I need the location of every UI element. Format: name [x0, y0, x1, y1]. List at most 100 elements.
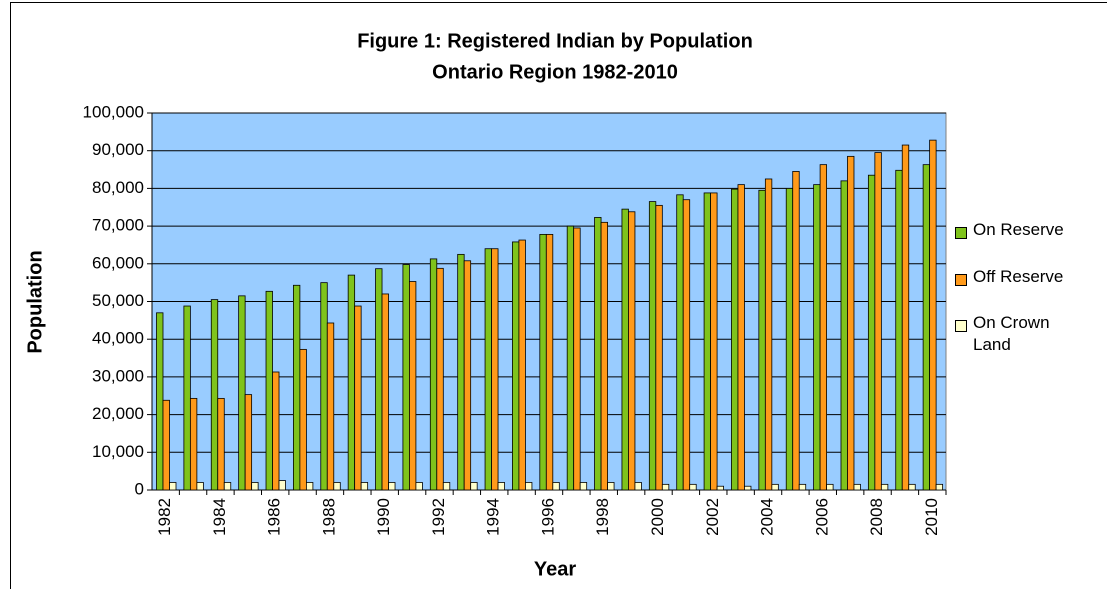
bar	[908, 483, 916, 491]
bar	[484, 248, 492, 491]
x-tick-label: 1996	[538, 498, 557, 536]
bar	[901, 144, 910, 491]
y-tick-label: 40,000	[92, 329, 144, 348]
x-tick-label: 1982	[155, 498, 174, 536]
bar	[682, 199, 691, 491]
bar	[305, 482, 314, 491]
bar	[470, 482, 478, 491]
bar	[758, 189, 766, 491]
bar	[710, 192, 718, 491]
bar	[512, 241, 520, 491]
bar	[156, 312, 164, 491]
y-tick-label: 100,000	[83, 102, 144, 121]
bar	[278, 480, 286, 491]
bar	[716, 485, 724, 491]
bar	[375, 268, 383, 491]
bar	[388, 482, 396, 491]
bar	[539, 233, 547, 491]
bar	[813, 184, 821, 491]
bar	[634, 482, 642, 491]
bar	[628, 211, 636, 491]
bar	[731, 188, 739, 491]
bar	[320, 282, 328, 491]
bar	[360, 482, 369, 491]
y-tick-label: 10,000	[92, 442, 144, 461]
bar	[183, 305, 191, 491]
x-tick-label: 2002	[703, 498, 722, 536]
bar	[292, 284, 301, 491]
bar	[661, 483, 670, 491]
bar	[874, 152, 882, 491]
bar	[895, 169, 903, 491]
bar	[333, 482, 341, 491]
bar	[607, 482, 615, 491]
chart-title: Figure 1: Registered Indian by Populatio…	[357, 30, 753, 52]
y-axis-label: Population	[24, 250, 46, 353]
bar	[169, 482, 177, 491]
bar	[409, 281, 417, 491]
bar	[442, 482, 451, 491]
bar	[594, 217, 602, 491]
bar	[853, 483, 861, 491]
bar	[265, 290, 273, 491]
bar	[929, 139, 937, 491]
bar	[867, 174, 876, 491]
bar	[579, 482, 588, 491]
bar	[238, 295, 246, 491]
y-tick-label: 30,000	[92, 366, 144, 385]
legend-label: Off Reserve	[973, 267, 1064, 286]
bar	[600, 221, 608, 491]
x-tick-label: 1990	[374, 498, 393, 536]
bar	[703, 192, 711, 491]
bar	[457, 253, 465, 491]
bar	[764, 178, 773, 491]
legend-item: On Crown Land	[955, 313, 1073, 356]
bar	[847, 155, 855, 491]
bar	[402, 264, 410, 491]
bar	[196, 482, 204, 491]
bar	[840, 180, 848, 491]
y-tick-label: 60,000	[92, 253, 144, 272]
legend-item: Off Reserve	[955, 267, 1073, 288]
y-tick-label: 90,000	[92, 140, 144, 159]
bar	[415, 482, 423, 491]
bar	[552, 482, 560, 491]
bar	[880, 483, 889, 491]
bar	[525, 482, 533, 491]
legend-label: On Crown Land	[973, 313, 1050, 354]
bar	[545, 233, 554, 491]
x-tick-label: 1988	[319, 498, 338, 536]
bar	[771, 483, 779, 491]
bar	[354, 305, 362, 491]
x-tick-label: 2004	[758, 498, 777, 536]
x-tick-label: 1986	[265, 498, 284, 536]
y-tick-label: 80,000	[92, 178, 144, 197]
bar	[223, 482, 232, 491]
bar	[621, 208, 629, 491]
bar	[655, 204, 663, 491]
bar	[251, 482, 259, 491]
bar	[347, 274, 356, 491]
legend-swatch	[955, 227, 967, 239]
y-tick-label: 50,000	[92, 291, 144, 310]
bar	[299, 348, 307, 491]
bar	[792, 171, 800, 491]
bar	[573, 227, 581, 491]
bar	[463, 260, 472, 491]
x-tick-label: 2010	[922, 498, 941, 536]
x-tick-label: 2000	[648, 498, 667, 536]
bar	[935, 483, 944, 491]
bar	[497, 482, 505, 491]
bar	[744, 485, 752, 491]
bar	[326, 322, 335, 491]
bar	[210, 299, 219, 491]
bar	[689, 483, 697, 491]
y-tick-label: 0	[135, 479, 144, 498]
bar	[922, 164, 931, 491]
legend-swatch	[955, 274, 967, 286]
x-tick-label: 1992	[429, 498, 448, 536]
chart-subtitle: Ontario Region 1982-2010	[432, 61, 678, 83]
bar	[162, 399, 170, 491]
